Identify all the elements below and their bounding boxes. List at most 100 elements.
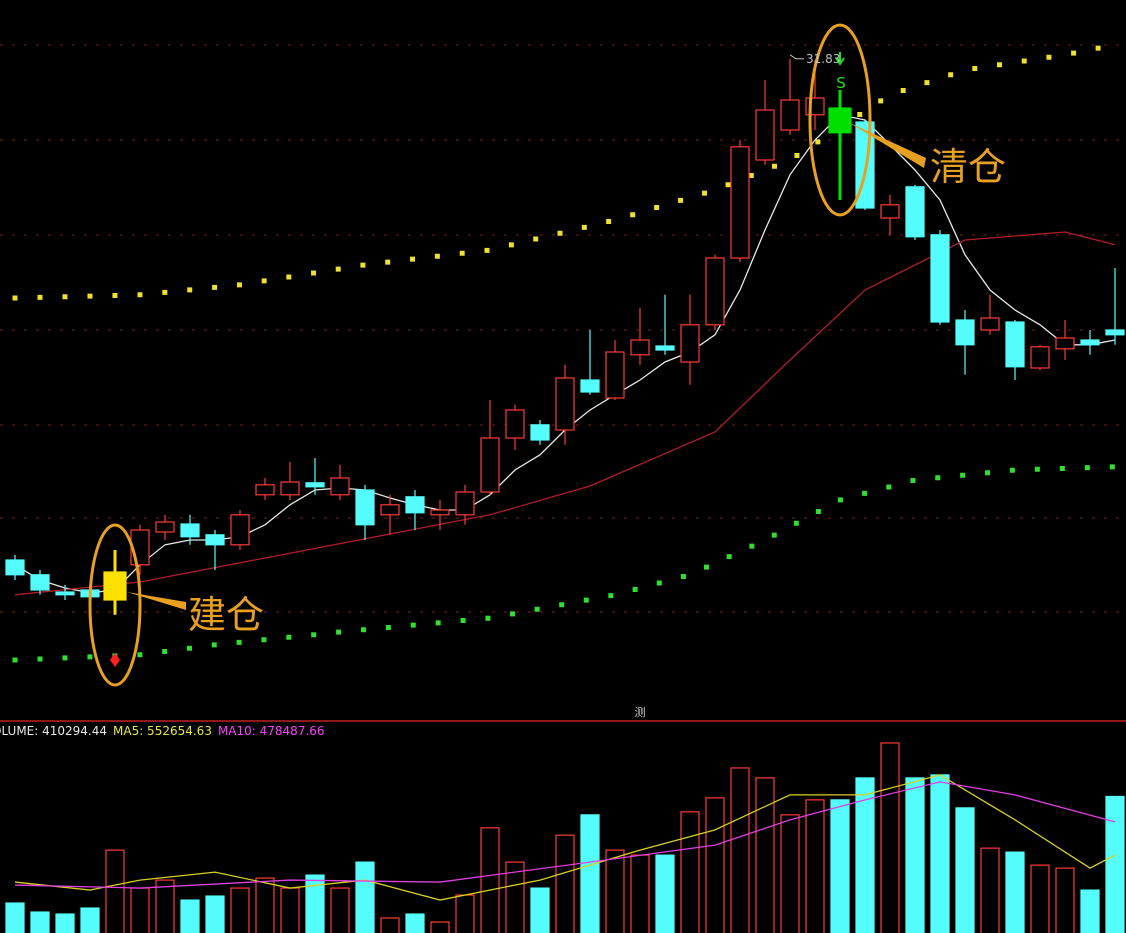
entry-arrow (127, 592, 186, 610)
candle-body (230, 514, 250, 546)
entry-label: 建仓 (188, 593, 264, 637)
volume-bar (80, 907, 100, 933)
volume-bar (405, 913, 425, 933)
volume-legend: MA5: 552654.63 (113, 724, 212, 738)
volume-bar (630, 854, 650, 933)
candle-body (755, 109, 775, 161)
volume-bar (680, 811, 700, 933)
volume-bar (1080, 889, 1100, 933)
volume-bar (555, 834, 575, 933)
volume-bar (255, 877, 275, 933)
volume-bar (130, 887, 150, 933)
candle-body (1030, 346, 1050, 369)
candle-body (880, 204, 900, 219)
volume-bar (880, 742, 900, 933)
volume-bar (1005, 851, 1025, 933)
candle-body (430, 509, 450, 516)
volume-ma-line (14, 781, 1116, 889)
candle-body (55, 591, 75, 596)
candle-body (5, 559, 25, 576)
volume-bar (530, 887, 550, 933)
annotations: 建仓 清仓 S 31.83 测 (88, 23, 1006, 719)
candle-body (955, 319, 975, 346)
volume-bar (655, 854, 675, 933)
candle-body (780, 99, 800, 131)
exit-label: 清仓 (930, 145, 1006, 189)
candle-body (280, 481, 300, 496)
candle-body (655, 345, 675, 351)
volume-bar (105, 849, 125, 933)
entry-marker (110, 653, 120, 667)
volume-bar (930, 774, 950, 933)
candle-body (630, 339, 650, 356)
candle-body (455, 491, 475, 516)
volume-bar (455, 894, 475, 933)
volume-panel: VOLUME: 410294.44 MA5: 552654.63 MA10: 478… (0, 724, 1125, 933)
candle-body (380, 504, 400, 516)
candle-body (930, 234, 950, 323)
volume-bar (755, 777, 775, 933)
candle-body (980, 317, 1000, 331)
volume-legend: VOLUME: 410294.44 (0, 724, 107, 738)
volume-bar (30, 911, 50, 933)
volume-bar (830, 799, 850, 933)
volume-bar (1105, 795, 1125, 933)
volume-legend: MA10: 478487.66 (218, 724, 325, 738)
volume-bar (355, 861, 375, 933)
candle-body (405, 496, 425, 514)
candle-body (480, 437, 500, 493)
candle-body (355, 489, 375, 526)
exit-signal: S (836, 74, 846, 92)
volume-ma-line (14, 774, 1116, 901)
candle-body (828, 107, 852, 134)
volume-bar (580, 814, 600, 933)
volume-bar (855, 777, 875, 933)
candle-body (1105, 329, 1125, 336)
candle-body (255, 484, 275, 496)
candles (5, 58, 1125, 615)
candle-body (580, 379, 600, 393)
candle-body (205, 534, 225, 546)
volume-bar (5, 902, 25, 933)
volume-bar (330, 887, 350, 933)
marker-label: 测 (635, 706, 646, 719)
volume-bar (180, 899, 200, 933)
candle-body (330, 477, 350, 496)
volume-bar (730, 767, 750, 933)
volume-bar (280, 887, 300, 933)
volume-bar (230, 887, 250, 933)
max-pointer (789, 54, 804, 60)
candle-body (605, 351, 625, 399)
ma-line (14, 231, 1116, 596)
volume-bar (480, 827, 500, 933)
candle-body (505, 409, 525, 439)
volume-bar (430, 921, 450, 933)
volume-bar (805, 799, 825, 933)
volume-bar (705, 797, 725, 933)
volume-bar (205, 895, 225, 933)
volume-bar (1030, 864, 1050, 933)
volume-bar (155, 879, 175, 933)
volume-bar (955, 807, 975, 933)
candle-body (705, 257, 725, 326)
volume-bar (55, 913, 75, 933)
entry-ellipse (88, 523, 142, 687)
volume-bar (380, 917, 400, 933)
volume-bar (905, 777, 925, 933)
candle-body (1080, 339, 1100, 346)
candle-body (905, 186, 925, 238)
candle-body (1055, 337, 1075, 350)
candle-body (680, 324, 700, 363)
candle-body (155, 521, 175, 533)
max-label: 31.83 (806, 52, 840, 66)
exit-ellipse (808, 23, 872, 217)
candle-body (305, 482, 325, 488)
volume-bar (505, 861, 525, 933)
volume-bar (980, 847, 1000, 933)
candle-body (1005, 321, 1025, 368)
volume-bar (305, 874, 325, 933)
candle-body (530, 424, 550, 441)
volume-bar (780, 814, 800, 933)
candle-body (180, 523, 200, 538)
